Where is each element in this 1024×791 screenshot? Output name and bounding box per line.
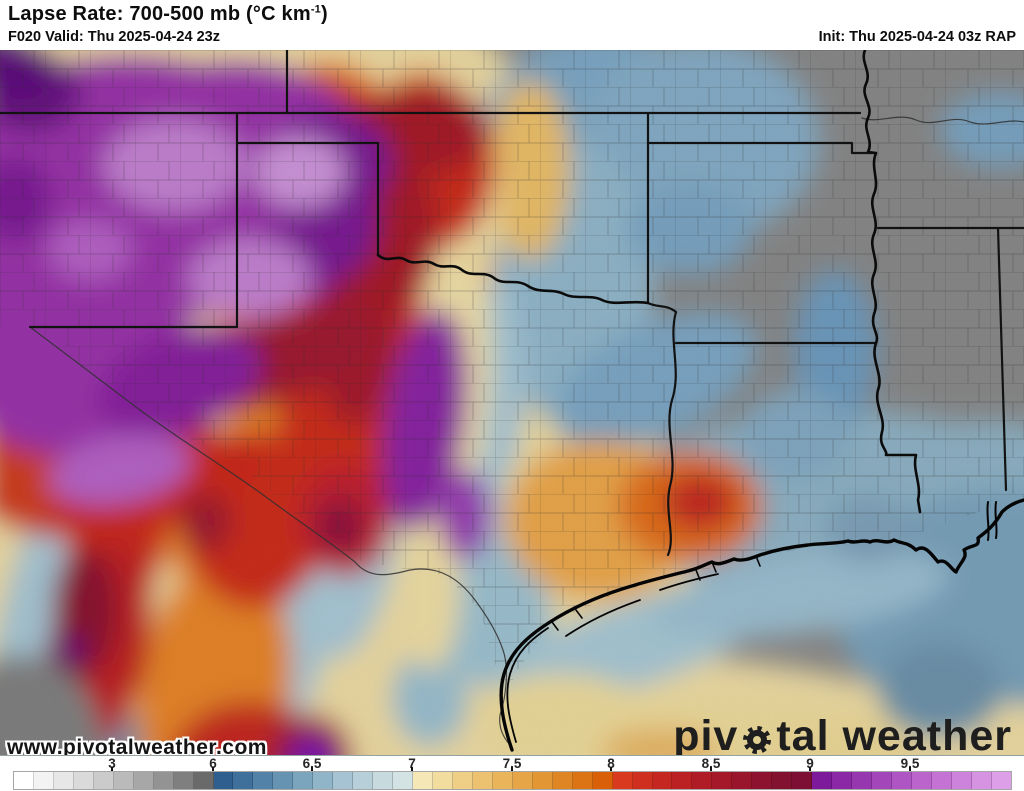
colorbar-segment (492, 772, 513, 789)
colorbar-bar (13, 771, 1012, 790)
colorbar-tick-label: 7.5 (502, 756, 522, 771)
logo-text-piv: piv (673, 712, 739, 755)
colorbar-tick-label: 7 (408, 756, 416, 771)
colorbar-segment (712, 772, 733, 789)
colorbar-segment (193, 772, 214, 789)
colorbar-segment (652, 772, 673, 789)
colorbar-tick-mark (809, 767, 811, 771)
colorbar-segment (971, 772, 992, 789)
colorbar-segment (812, 772, 833, 789)
valid-time-label: F020 Valid: Thu 2025-04-24 23z (8, 29, 220, 45)
colorbar-segment (951, 772, 972, 789)
colorbar-tick-mark (212, 767, 214, 771)
colorbar-segment (233, 772, 254, 789)
colorbar-segment (433, 772, 453, 789)
colorbar-segment (532, 772, 553, 789)
colorbar-segment (752, 772, 773, 789)
colorbar-segment (53, 772, 74, 789)
colorbar-segment (413, 772, 434, 789)
colorbar-segment (931, 772, 952, 789)
colorbar-segment (293, 772, 314, 789)
colorbar-tick-label: 9 (806, 756, 814, 771)
colorbar-tick-mark (311, 767, 313, 771)
colorbar-tick-label: 8 (607, 756, 615, 771)
pivotal-weather-logo: piv tal weather (673, 712, 1012, 755)
colorbar-segment (452, 772, 473, 789)
watermark: www.pivotalweather.com (7, 736, 267, 755)
colorbar-segment (153, 772, 174, 789)
colorbar-segment (353, 772, 374, 789)
colorbar-tick-mark (111, 767, 113, 771)
colorbar-segment (73, 772, 94, 789)
colorbar-tick-mark (411, 767, 413, 771)
colorbar-segment (173, 772, 194, 789)
colorbar-segment (891, 772, 912, 789)
colorbar-segment (852, 772, 872, 789)
colorbar-segment (632, 772, 653, 789)
colorbar-segment (472, 772, 493, 789)
colorbar-segment (273, 772, 294, 789)
title-superscript: -1 (310, 3, 321, 16)
colorbar-segment (113, 772, 134, 789)
lapse-rate-map (0, 50, 1024, 755)
colorbar-segment (692, 772, 713, 789)
colorbar-segment (33, 772, 54, 789)
colorbar-segment (732, 772, 753, 789)
colorbar-segment (792, 772, 813, 789)
colorbar-tick-label: 6 (209, 756, 217, 771)
colorbar-segment (313, 772, 334, 789)
map-canvas[interactable]: www.pivotalweather.com piv tal weather (0, 50, 1024, 755)
colorbar-tick-label: 9.5 (900, 756, 920, 771)
colorbar-segment (93, 772, 114, 789)
colorbar-tick-label: 8.5 (701, 756, 721, 771)
colorbar-segment (572, 772, 593, 789)
colorbar-ticks: 3 6 6.5 7 7.5 8 8.5 9 9.5 (0, 756, 1024, 771)
colorbar-segment (991, 772, 1011, 789)
colorbar-segment (373, 772, 394, 789)
colorbar-segment (871, 772, 892, 789)
colorbar-tick-mark (909, 767, 911, 771)
colorbar-tick-mark (610, 767, 612, 771)
page-title: Lapse Rate: 700-500 mb (°C km-1) (8, 3, 328, 26)
title-text: Lapse Rate: 700-500 mb (°C km (8, 3, 311, 25)
colorbar-segment (832, 772, 853, 789)
colorbar-segment (14, 772, 34, 789)
header: Lapse Rate: 700-500 mb (°C km-1) F020 Va… (0, 0, 1024, 50)
colorbar-tick-mark (511, 767, 513, 771)
colorbar-segment (253, 772, 274, 789)
colorbar-segment (911, 772, 932, 789)
gear-icon (743, 725, 772, 754)
colorbar-segment (333, 772, 354, 789)
init-time-label: Init: Thu 2025-04-24 03z RAP (818, 29, 1016, 45)
colorbar-segment (393, 772, 414, 789)
colorbar-segment (213, 772, 234, 789)
colorbar: 3 6 6.5 7 7.5 8 8.5 9 9.5 (0, 755, 1024, 791)
title-close-paren: ) (321, 3, 328, 25)
colorbar-tick-label: 6.5 (302, 756, 322, 771)
colorbar-tick-mark (710, 767, 712, 771)
colorbar-segment (612, 772, 633, 789)
colorbar-segment (772, 772, 793, 789)
colorbar-segment (133, 772, 154, 789)
colorbar-segment (672, 772, 693, 789)
colorbar-segment (512, 772, 533, 789)
stipple-texture (0, 50, 1024, 755)
colorbar-segment (592, 772, 613, 789)
logo-text-tal-weather: tal weather (776, 712, 1012, 755)
colorbar-segment (552, 772, 573, 789)
colorbar-tick-label: 3 (108, 756, 116, 771)
